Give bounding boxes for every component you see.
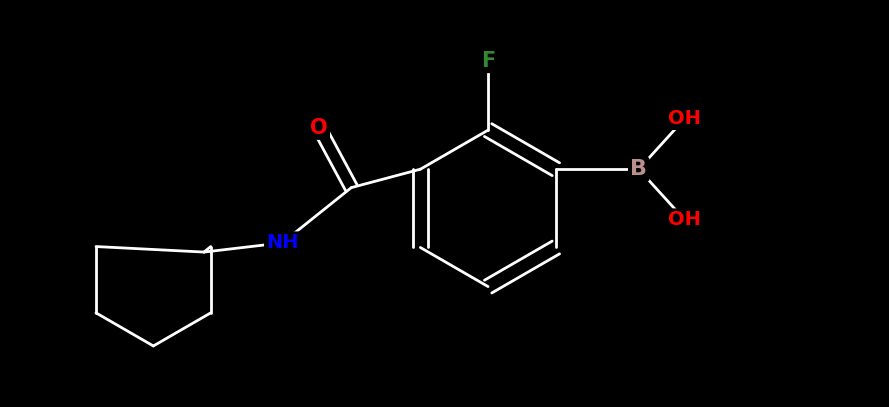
Text: OH: OH bbox=[669, 210, 701, 230]
Text: B: B bbox=[630, 159, 647, 179]
Text: O: O bbox=[310, 118, 328, 138]
Text: F: F bbox=[481, 51, 495, 71]
Text: NH: NH bbox=[266, 233, 299, 252]
Text: OH: OH bbox=[669, 109, 701, 128]
